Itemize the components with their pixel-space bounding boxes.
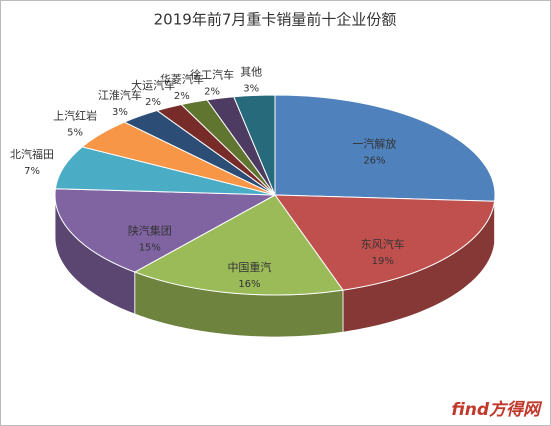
slice-label: 华菱汽车 2% [160,72,204,102]
value-label: 5% [67,128,83,139]
category-label: 东风汽车 [361,237,405,251]
category-label: 江淮汽车 [98,88,142,102]
slice-label: 上汽红岩 5% [53,109,97,139]
value-label: 16% [238,279,260,290]
category-label: 陕汽集团 [128,224,172,238]
value-label: 19% [372,256,394,267]
slice-label: 北汽福田 7% [10,147,54,177]
category-label: 大运汽车 [131,78,175,92]
slice-label: 其他 3% [240,66,262,95]
value-label: 7% [24,166,40,177]
watermark: find方得网 [451,400,543,420]
value-label: 2% [174,91,190,102]
slice [233,94,276,196]
slice [54,188,277,273]
value-label: 2% [204,87,220,98]
category-label: 一汽解放 [352,137,396,151]
slice-label: 陕汽集团 15% [128,224,172,254]
slice-label: 东风汽车 19% [361,237,405,267]
value-label: 26% [363,156,385,167]
slice-label: 一汽解放 26% [352,137,396,167]
slice [274,194,496,291]
category-label: 其他 [240,66,262,79]
value-label: 2% [145,97,161,108]
slice-label: 大运汽车 2% [131,78,175,108]
slice [133,194,344,296]
slice-label: 江淮汽车 3% [98,88,142,118]
value-label: 3% [243,84,259,95]
category-label: 上汽红岩 [53,109,97,123]
slice-label: 徐工汽车 2% [190,68,234,98]
category-label: 华菱汽车 [160,72,204,86]
value-label: 15% [139,243,161,254]
slice [274,94,496,202]
chart-title: 2019年前7月重卡销量前十企业份额 [154,11,397,29]
slice-label: 中国重汽 16% [227,260,271,290]
category-label: 徐工汽车 [190,68,234,82]
value-label: 3% [112,107,128,118]
category-label: 中国重汽 [227,260,271,274]
category-label: 北汽福田 [10,147,54,161]
